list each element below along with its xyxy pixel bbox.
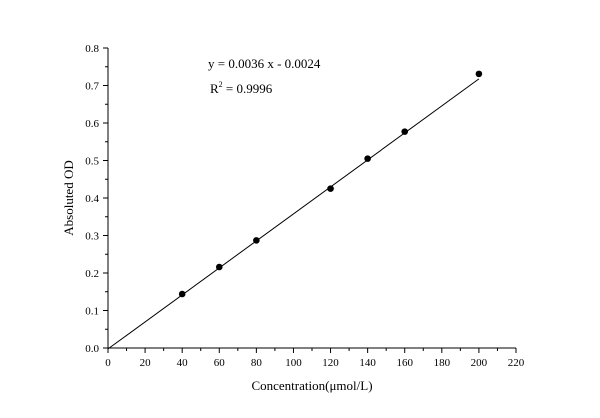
y-tick-label: 0.6: [85, 118, 99, 130]
data-point: [253, 237, 260, 244]
y-tick-label: 0.8: [85, 43, 99, 55]
x-tick-label: 200: [471, 357, 488, 369]
data-point: [215, 263, 223, 271]
y-tick-label: 0.5: [85, 156, 99, 168]
r2-value: = 0.9996: [223, 81, 273, 96]
y-tick-label: 0.2: [85, 268, 99, 280]
r-squared-label: R2 = 0.9996: [210, 80, 273, 96]
y-tick-label: 0.0: [85, 343, 99, 355]
x-tick-label: 80: [251, 357, 263, 369]
x-tick-label: 120: [322, 357, 339, 369]
axes: [107, 48, 516, 349]
regression-line: [107, 78, 480, 350]
x-tick-label: 40: [177, 357, 189, 369]
x-tick-label: 180: [434, 357, 451, 369]
data-point: [178, 290, 186, 298]
x-tick-label: 160: [396, 357, 413, 369]
data-point: [475, 70, 483, 78]
y-ticks: 0.0 0.1 0.2 0.3 0.4 0.5 0.6 0.7 0.8: [85, 43, 108, 355]
x-tick-label: 60: [214, 357, 226, 369]
x-tick-label: 0: [105, 357, 111, 369]
y-tick-label: 0.3: [85, 231, 99, 243]
x-tick-label: 100: [285, 357, 302, 369]
x-tick-label: 140: [359, 357, 376, 369]
equation-label: y = 0.0036 x - 0.0024: [208, 56, 321, 71]
data-point: [364, 155, 371, 162]
r2-superscript: 2: [219, 80, 223, 89]
y-tick-label: 0.1: [85, 306, 99, 318]
y-tick-label: 0.7: [85, 81, 99, 93]
data-points: [178, 70, 483, 298]
data-point: [327, 185, 334, 192]
y-axis-title: Absoluted OD: [61, 160, 76, 235]
r2-prefix: R: [210, 81, 219, 96]
y-tick-label: 0.4: [85, 193, 99, 205]
x-axis-title: Concentration(μmol/L): [251, 378, 372, 393]
x-tick-label: 20: [140, 357, 152, 369]
x-tick-label: 220: [508, 357, 525, 369]
x-ticks: 0 20 40 60 80 100 120 140 160 180 200 220: [105, 348, 525, 369]
data-point: [401, 128, 409, 135]
